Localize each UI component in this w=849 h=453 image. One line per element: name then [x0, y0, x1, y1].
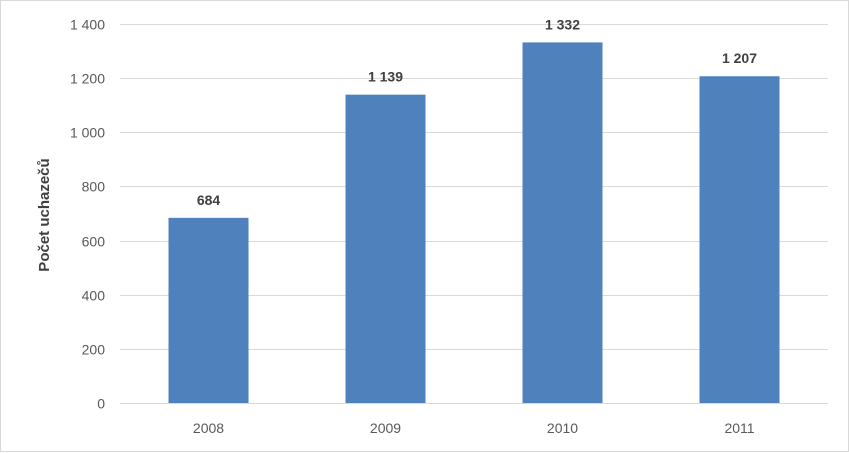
bar: [699, 76, 780, 403]
x-tick-label: 2009: [370, 420, 401, 436]
y-tick-label: 200: [82, 342, 106, 358]
y-tick-label: 1 000: [70, 125, 105, 141]
x-tick-label: 2010: [547, 420, 578, 436]
x-axis-ticks: 2008 2009 2010 2011: [193, 420, 755, 436]
x-tick-label: 2011: [724, 420, 754, 436]
bar: [168, 217, 249, 403]
y-axis-title: Počet uchazečů: [36, 158, 53, 271]
data-label: 1 207: [722, 50, 757, 66]
y-tick-label: 0: [97, 396, 105, 412]
data-label: 684: [197, 192, 221, 208]
y-axis-ticks: 0 200 400 600 800 1 000 1 200 1 400: [70, 17, 105, 412]
y-tick-label: 400: [82, 288, 106, 304]
y-tick-label: 1 200: [70, 71, 105, 87]
data-label: 1 332: [545, 16, 580, 32]
bar: [522, 42, 603, 404]
bars: [168, 42, 780, 404]
y-tick-label: 1 400: [70, 17, 105, 33]
bar: [345, 94, 426, 403]
y-tick-label: 600: [82, 234, 106, 250]
x-tick-label: 2008: [193, 420, 224, 436]
y-tick-label: 800: [82, 179, 106, 195]
data-label: 1 139: [368, 69, 403, 85]
data-labels: 684 1 139 1 332 1 207: [197, 16, 757, 207]
